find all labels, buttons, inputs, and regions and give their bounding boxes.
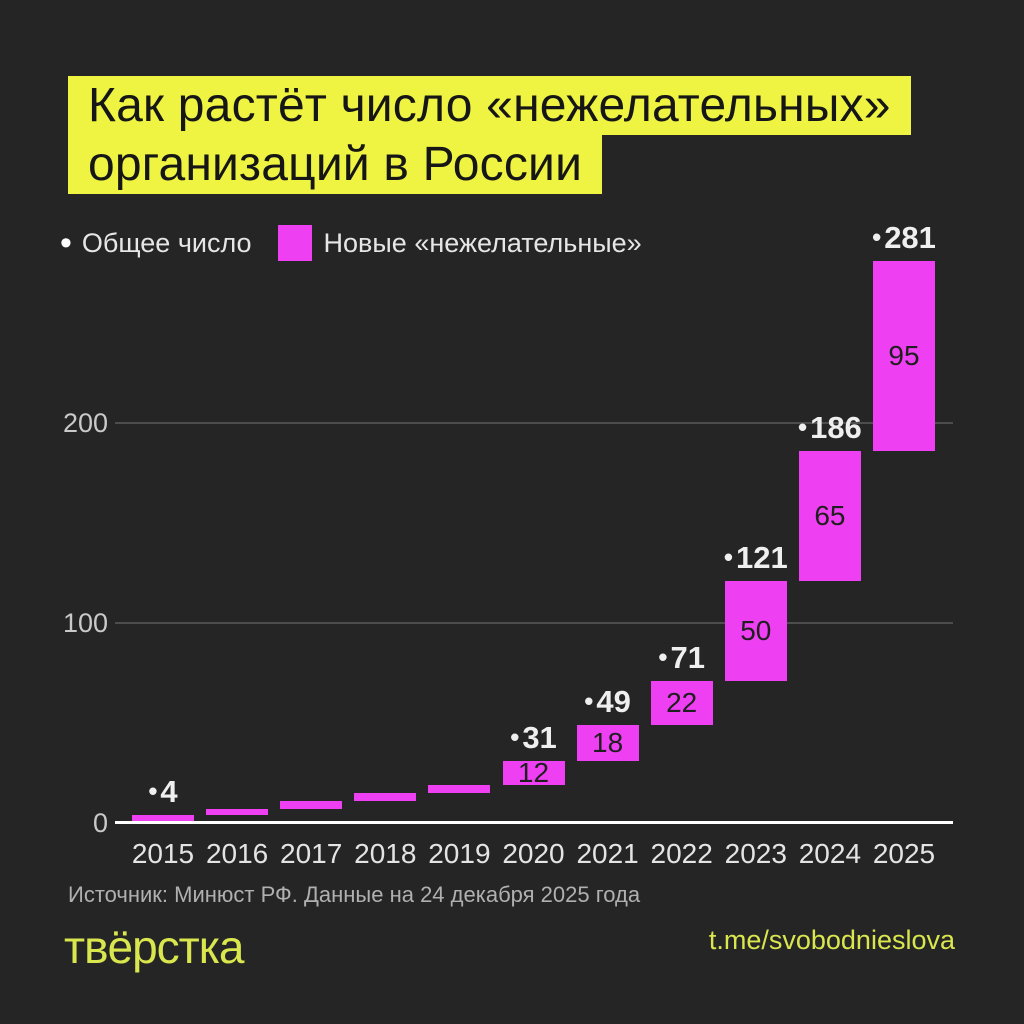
bar-delta-label-2024: 65 xyxy=(814,500,846,531)
bar-total-label-2024: •186 xyxy=(797,410,862,445)
source-note: Источник: Минюст РФ. Данные на 24 декабр… xyxy=(68,882,641,907)
brand-logo: твёрстка xyxy=(64,921,244,973)
gridline-200 xyxy=(115,422,953,424)
total-label-dot-icon: • xyxy=(797,412,808,442)
bar-delta-label-2025: 95 xyxy=(888,340,920,371)
new-series-swatch-icon xyxy=(277,225,312,261)
x-axis-label-2020: 2020 xyxy=(502,838,565,869)
total-label-dot-icon: • xyxy=(723,542,733,572)
waterfall-bar-2023: 50 xyxy=(724,581,787,681)
x-axis-label-2024: 2024 xyxy=(798,838,862,869)
bar-total-label-2022: •71 xyxy=(658,640,705,675)
x-axis-label-2017: 2017 xyxy=(280,838,343,869)
bar-total-label-2021: •49 xyxy=(584,684,631,719)
x-axis-label-2018: 2018 xyxy=(354,838,417,869)
y-axis-label-200: 200 xyxy=(62,408,108,438)
waterfall-bar-2024: 65 xyxy=(798,451,861,581)
legend-new-label: Новые «нежелательные» xyxy=(323,227,642,258)
x-axis-label-2022: 2022 xyxy=(650,838,713,869)
x-axis-baseline xyxy=(115,821,953,824)
legend-total-label: Общее число xyxy=(81,227,252,258)
x-axis-label-2025: 2025 xyxy=(872,838,936,869)
bar-delta-label-2022: 22 xyxy=(666,687,698,718)
legend-item-total: • Общее число xyxy=(60,224,252,262)
bar-delta-label-2021: 18 xyxy=(592,727,624,758)
y-axis-label-0: 0 xyxy=(92,808,108,838)
page-title-line-2: организаций в России xyxy=(68,135,603,194)
bar-total-label-2023: •121 xyxy=(723,540,788,575)
x-axis-label-2023: 2023 xyxy=(724,838,787,869)
telegram-link: t.me/svobodnieslova xyxy=(708,925,955,955)
total-label-dot-icon: • xyxy=(658,642,668,672)
x-axis-label-2016: 2016 xyxy=(205,838,269,869)
waterfall-bar-2022: 22 xyxy=(650,681,713,725)
waterfall-bar-2020: 12 xyxy=(502,757,565,788)
total-label-dot-icon: • xyxy=(148,776,158,806)
x-axis-label-2019: 2019 xyxy=(428,838,491,869)
title-block: Как растёт число «нежелательных» организ… xyxy=(68,76,911,194)
waterfall-bar-2018 xyxy=(354,793,417,801)
total-label-dot-icon: • xyxy=(872,222,882,252)
x-axis-label-2021: 2021 xyxy=(576,838,639,869)
waterfall-bar-2019 xyxy=(428,785,491,793)
bar-total-label-2025: •281 xyxy=(872,220,936,255)
y-axis-label-100: 100 xyxy=(62,608,108,638)
gridline-100 xyxy=(115,622,953,624)
bar-delta-label-2023: 50 xyxy=(740,615,772,646)
waterfall-bar-2015 xyxy=(132,815,194,823)
bar-total-label-2020: •31 xyxy=(510,720,557,755)
total-series-dot-icon: • xyxy=(60,224,72,262)
legend: • Общее число Новые «нежелательные» xyxy=(60,222,642,264)
bar-delta-label-2020: 12 xyxy=(517,757,550,788)
waterfall-bar-2021: 18 xyxy=(576,725,639,761)
bar-total-label-2015: •4 xyxy=(148,774,178,809)
total-label-dot-icon: • xyxy=(584,686,594,716)
waterfall-bar-2016 xyxy=(206,809,269,815)
legend-item-new: Новые «нежелательные» xyxy=(277,225,642,261)
waterfall-bar-2017 xyxy=(280,801,343,809)
x-axis-label-2015: 2015 xyxy=(131,838,195,869)
total-label-dot-icon: • xyxy=(510,722,520,752)
waterfall-bar-2025: 95 xyxy=(873,261,935,451)
page-title-line-1: Как растёт число «нежелательных» xyxy=(68,76,911,135)
